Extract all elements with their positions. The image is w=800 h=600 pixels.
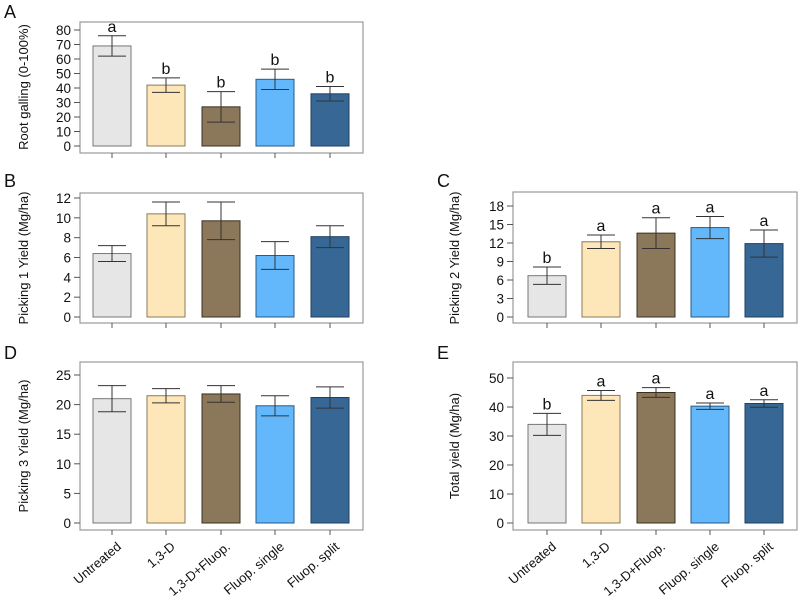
y-tick-label: 15 (489, 218, 504, 233)
bar-4 (255, 405, 295, 524)
y-tick-label: 70 (56, 38, 71, 53)
y-tick-label: 20 (56, 398, 71, 413)
bar-5 (310, 236, 350, 318)
y-tick-label: 12 (489, 236, 504, 251)
panel-c: C 0 3 6 9 12 15 18 Picking 2 Yield (Mg/ha) b a a a a (437, 171, 798, 328)
significance-letter: b (271, 52, 280, 69)
bar-2 (146, 84, 186, 147)
category-label: Untreated (71, 539, 124, 587)
significance-letter: a (108, 19, 117, 36)
category-label: 1,3-D (144, 539, 178, 571)
bar-5 (310, 93, 350, 147)
significance-letter: b (162, 61, 171, 78)
bar-1 (92, 45, 132, 147)
significance-letter: a (760, 213, 769, 230)
significance-letter: b (543, 250, 552, 267)
panel-b: B 0 2 4 6 8 10 12 Picking 1 Yield (Mg/ha) (4, 171, 364, 328)
y-tick-label: 0 (63, 516, 71, 531)
y-tick-label: 6 (496, 273, 504, 288)
y-tick-label: 50 (489, 371, 504, 386)
significance-letter: a (652, 201, 661, 218)
y-tick-label: 15 (56, 427, 71, 442)
y-tick-label: 10 (489, 487, 504, 502)
y-tick-label: 8 (63, 231, 71, 246)
bar-3 (636, 392, 676, 524)
y-tick-label: 30 (56, 96, 71, 111)
category-label: Fluop. split (718, 539, 776, 591)
y-tick-label: 4 (63, 270, 71, 285)
bar-3 (201, 393, 241, 524)
y-axis-title: Root galling (0-100%) (16, 24, 31, 150)
panel-letter: D (4, 343, 17, 363)
category-label: Fluop. single (221, 539, 287, 598)
y-tick-label: 12 (56, 191, 71, 206)
bar-4 (690, 227, 730, 318)
significance-letter: a (706, 386, 715, 403)
y-axis-title: Total yield (Mg/ha) (447, 393, 462, 499)
y-tick-label: 40 (56, 81, 71, 96)
category-label: Untreated (506, 539, 559, 587)
panel-d: D 0 5 10 15 20 25 Picking 3 Yield (Mg/ha) Untrea… (4, 343, 364, 599)
bar-1 (527, 275, 567, 318)
category-label: 1,3-D (579, 539, 613, 571)
significance-letter: a (760, 383, 769, 400)
significance-letter: a (706, 199, 715, 216)
bar-2 (146, 395, 186, 524)
y-tick-label: 5 (63, 486, 71, 501)
y-tick-label: 25 (56, 368, 71, 383)
y-tick-label: 6 (63, 251, 71, 266)
y-tick-label: 0 (496, 310, 504, 325)
y-tick-label: 2 (63, 290, 71, 305)
y-tick-label: 60 (56, 52, 71, 67)
bar-2 (581, 241, 621, 318)
bar-1 (92, 398, 132, 524)
panel-letter: B (4, 171, 16, 191)
y-tick-label: 10 (56, 457, 71, 472)
significance-letter: b (217, 75, 226, 92)
significance-letter: b (543, 396, 552, 413)
y-tick-label: 20 (56, 110, 71, 125)
panel-letter: E (437, 343, 449, 363)
y-axis-title: Picking 2 Yield (Mg/ha) (447, 192, 462, 325)
bar-2 (581, 394, 621, 524)
y-tick-label: 20 (489, 458, 504, 473)
y-tick-label: 3 (496, 292, 504, 307)
y-tick-label: 18 (489, 199, 504, 214)
y-axis-title: Picking 3 Yield (Mg/ha) (16, 380, 31, 513)
panel-letter: A (4, 2, 16, 22)
significance-letter: a (597, 218, 606, 235)
bar-5 (310, 396, 350, 524)
y-tick-label: 0 (63, 139, 71, 154)
y-tick-label: 50 (56, 67, 71, 82)
plot-frame (512, 191, 798, 324)
category-label: Fluop. split (284, 539, 342, 591)
panel-e: E 0 10 20 30 40 50 Total yield (Mg/ha) b Untreate… (437, 343, 798, 599)
y-tick-label: 30 (489, 429, 504, 444)
significance-letter: b (326, 70, 335, 87)
significance-letter: a (652, 371, 661, 388)
y-tick-label: 80 (56, 23, 71, 38)
bar-2 (146, 213, 186, 318)
category-label: Fluop. single (656, 539, 722, 598)
y-tick-label: 9 (496, 255, 504, 270)
plot-frame (512, 361, 798, 531)
significance-letter: a (597, 373, 606, 390)
y-tick-label: 40 (489, 400, 504, 415)
bar-5 (744, 403, 784, 524)
bar-1 (92, 253, 132, 318)
y-tick-label: 10 (56, 125, 71, 140)
bar-1 (527, 423, 567, 524)
panel-letter: C (437, 171, 450, 191)
y-tick-label: 0 (63, 310, 71, 325)
y-tick-label: 10 (56, 211, 71, 226)
y-axis-title: Picking 1 Yield (Mg/ha) (16, 192, 31, 325)
y-tick-label: 0 (496, 516, 504, 531)
bar-4 (690, 405, 730, 524)
